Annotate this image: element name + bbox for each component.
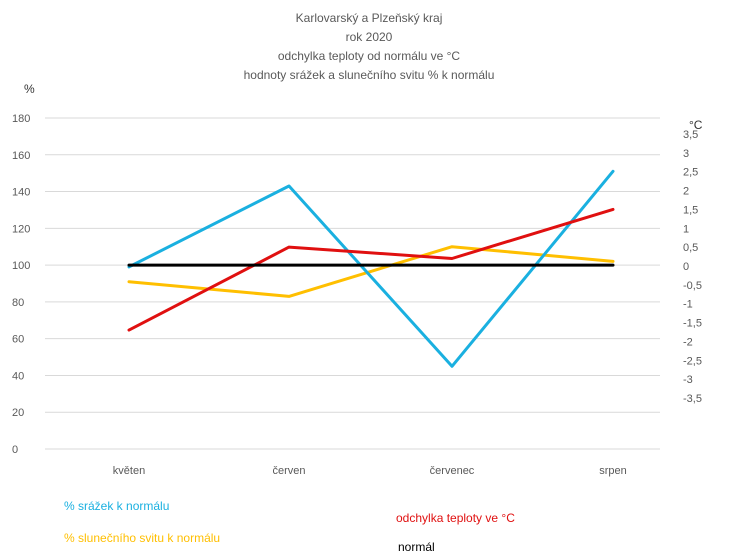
- left-tick-label: 160: [12, 150, 30, 162]
- right-tick-label: 2: [683, 186, 689, 198]
- category-label: červenec: [430, 465, 475, 477]
- chart-title-line: rok 2020: [346, 30, 393, 44]
- right-tick-label: -3,5: [683, 393, 702, 405]
- chart-title: Karlovarský a Plzeňský kraj rok 2020 odchy…: [244, 11, 495, 82]
- precipitation-line: [127, 169, 615, 368]
- legend-item-normal: normál: [398, 540, 435, 554]
- right-axis-ticks: 3,5 3 2,5 2 1,5 1 0,5 0 -0,5 -1 -1,5 -2 -2,5 -3 -3,5: [683, 129, 702, 405]
- temperature-line: [127, 207, 615, 332]
- legend: % srážek k normálu % slunečního svitu k …: [64, 499, 515, 554]
- left-tick-label: 80: [12, 297, 24, 309]
- category-labels: květen červen červenec srpen: [113, 465, 627, 477]
- series-lines: [127, 169, 615, 368]
- right-axis-unit: °C: [689, 118, 703, 132]
- right-tick-label: -0,5: [683, 280, 702, 292]
- right-tick-label: 3,5: [683, 129, 698, 141]
- left-tick-label: 20: [12, 407, 24, 419]
- right-tick-label: 3: [683, 148, 689, 160]
- left-tick-label: 120: [12, 223, 30, 235]
- chart-title-line: hodnoty srážek a slunečního svitu % k no…: [244, 68, 495, 82]
- left-axis-ticks: 0 20 40 60 80 100 120 140 160 180: [12, 113, 30, 456]
- right-tick-label: -1: [683, 299, 693, 311]
- left-tick-label: 140: [12, 187, 30, 199]
- left-axis-unit: %: [24, 82, 35, 96]
- left-tick-label: 0: [12, 444, 18, 456]
- left-tick-label: 100: [12, 260, 30, 272]
- legend-item-precipitation: % srážek k normálu: [64, 499, 169, 513]
- right-tick-label: 2,5: [683, 167, 698, 179]
- right-tick-label: 1,5: [683, 204, 698, 216]
- category-label: srpen: [599, 465, 627, 477]
- category-label: květen: [113, 465, 145, 477]
- chart-title-line: Karlovarský a Plzeňský kraj: [296, 11, 443, 25]
- right-tick-label: 1: [683, 223, 689, 235]
- right-tick-label: -1,5: [683, 318, 702, 330]
- right-tick-label: 0,5: [683, 242, 698, 254]
- left-tick-label: 180: [12, 113, 30, 125]
- category-label: červen: [272, 465, 305, 477]
- right-tick-label: -2,5: [683, 355, 702, 367]
- chart-title-line: odchylka teploty od normálu ve °C: [278, 49, 461, 63]
- legend-item-temperature: odchylka teploty ve °C: [396, 511, 515, 525]
- right-tick-label: -3: [683, 374, 693, 386]
- left-tick-label: 40: [12, 370, 24, 382]
- legend-item-sunshine: % slunečního svitu k normálu: [64, 531, 220, 545]
- left-tick-label: 60: [12, 334, 24, 346]
- right-tick-label: 0: [683, 261, 689, 273]
- right-tick-label: -2: [683, 336, 693, 348]
